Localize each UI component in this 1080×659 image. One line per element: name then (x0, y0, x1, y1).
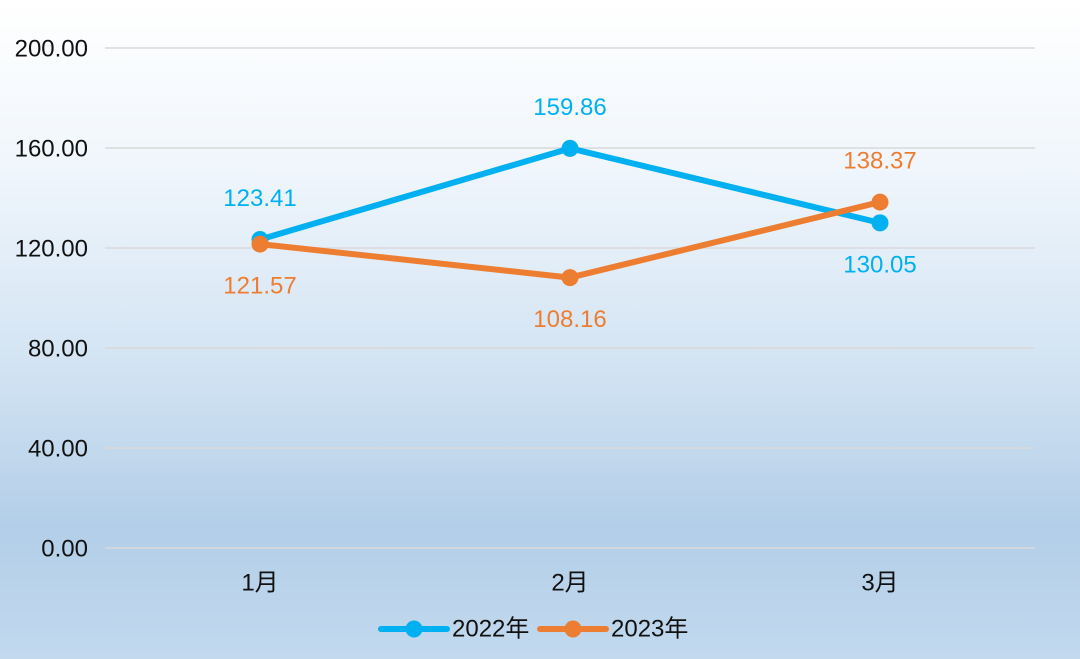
y-tick-label: 120.00 (15, 236, 88, 263)
legend-marker (564, 620, 582, 638)
legend-item: 2022年 (378, 616, 529, 643)
legend-item: 2023年 (537, 616, 688, 643)
x-category-label: 1月 (241, 570, 278, 597)
y-axis-tick-labels: 0.00 40.00 80.00 120.00 160.00 200.00 (15, 36, 88, 563)
data-label: 130.05 (843, 251, 916, 278)
data-label: 121.57 (223, 273, 296, 300)
y-tick-label: 40.00 (28, 436, 88, 463)
legend: 2022年 2023年 (378, 616, 688, 643)
x-category-label: 2月 (551, 570, 588, 597)
y-tick-label: 80.00 (28, 336, 88, 363)
legend-label: 2023年 (611, 616, 688, 643)
data-label: 138.37 (843, 148, 916, 175)
data-point-marker (871, 193, 889, 211)
data-labels: 123.41 159.86 130.05 121.57 108.16 138.37 (223, 94, 916, 333)
legend-label: 2022年 (452, 616, 529, 643)
data-point-marker (561, 269, 579, 287)
series-1 (251, 193, 889, 287)
y-tick-label: 0.00 (41, 536, 88, 563)
y-tick-label: 200.00 (15, 36, 88, 63)
data-point-marker (251, 235, 269, 253)
x-category-label: 3月 (861, 570, 898, 597)
data-point-marker (561, 139, 579, 157)
series-lines (251, 139, 889, 287)
data-label: 108.16 (533, 306, 606, 333)
x-axis-category-labels: 1月 2月 3月 (241, 570, 898, 597)
data-point-marker (871, 214, 889, 232)
data-label: 123.41 (223, 185, 296, 212)
legend-marker (405, 620, 423, 638)
y-tick-label: 160.00 (15, 136, 88, 163)
series-0 (251, 139, 889, 248)
data-label: 159.86 (533, 94, 606, 121)
